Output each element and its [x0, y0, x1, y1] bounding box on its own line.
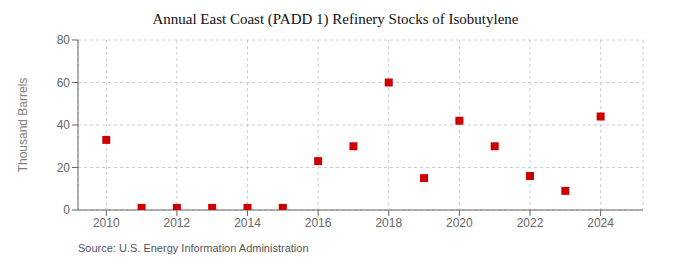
svg-text:60: 60 [57, 76, 71, 90]
svg-text:Thousand Barrels: Thousand Barrels [16, 78, 30, 173]
svg-text:2022: 2022 [517, 216, 544, 230]
svg-text:80: 80 [57, 33, 71, 47]
svg-text:20: 20 [57, 161, 71, 175]
svg-text:2014: 2014 [234, 216, 261, 230]
svg-text:0: 0 [63, 203, 70, 217]
html-text:Source: U.S. Energy Informatio: Source: U.S. Energy Information Administ… [78, 242, 309, 254]
html-text:Annual East Coast (PADD 1) Ref: Annual East Coast (PADD 1) Refinery Stoc… [152, 11, 519, 27]
svg-text:40: 40 [57, 118, 71, 132]
svg-text:2010: 2010 [93, 216, 120, 230]
svg-text:2020: 2020 [446, 216, 473, 230]
svg-text:2018: 2018 [375, 216, 402, 230]
svg-text:2024: 2024 [587, 216, 614, 230]
svg-text:2016: 2016 [305, 216, 332, 230]
svg-text:2012: 2012 [164, 216, 191, 230]
